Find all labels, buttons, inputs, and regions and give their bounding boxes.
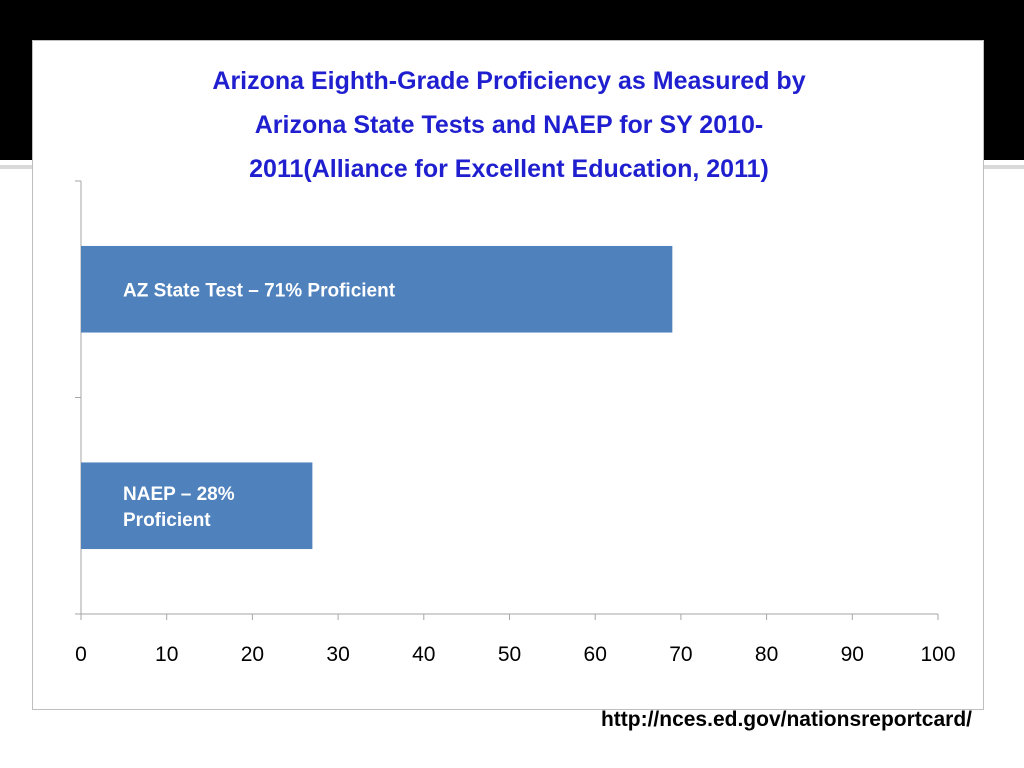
x-tick-label: 70 bbox=[669, 643, 692, 666]
chart-title: Arizona Eighth-Grade Proficiency as Meas… bbox=[212, 67, 806, 183]
x-tick-label: 50 bbox=[498, 643, 521, 666]
x-tick-label: 60 bbox=[584, 643, 607, 666]
x-tick-label: 100 bbox=[920, 643, 955, 666]
bar-data-label: NAEP – 28% Proficient bbox=[123, 484, 235, 531]
x-tick-label: 10 bbox=[155, 643, 178, 666]
source-link[interactable]: http://nces.ed.gov/nationsreportcard/ bbox=[600, 708, 972, 731]
x-tick-label: 40 bbox=[412, 643, 435, 666]
chart-container: Arizona Eighth-Grade Proficiency as Meas… bbox=[32, 40, 984, 710]
x-tick-label: 30 bbox=[326, 643, 349, 666]
x-tick-label: 80 bbox=[755, 643, 778, 666]
x-tick-label: 90 bbox=[841, 643, 864, 666]
x-tick-label: 20 bbox=[241, 643, 264, 666]
bar-chart: 0 10 20 30 40 50 60 70 80 90 100 AZ State Test – 71… bbox=[75, 180, 956, 666]
bar bbox=[81, 245, 673, 333]
x-tick-label: 0 bbox=[75, 643, 87, 666]
bar-data-label: AZ State Test – 71% Proficient bbox=[123, 280, 396, 301]
bar bbox=[81, 462, 313, 550]
